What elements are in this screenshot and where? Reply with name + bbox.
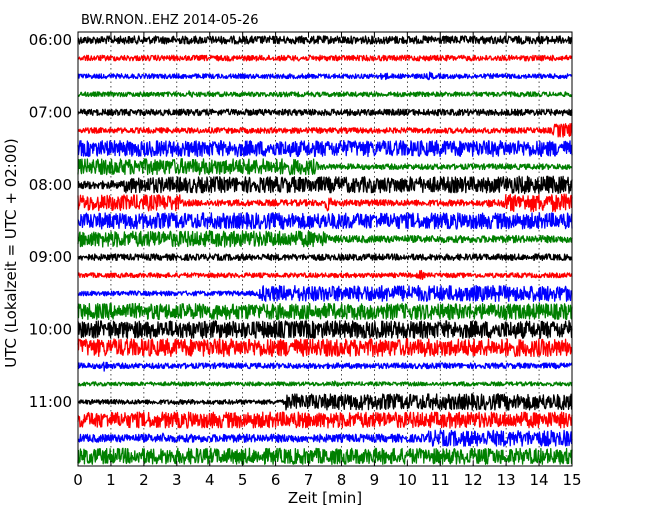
seismic-trace xyxy=(77,158,573,176)
x-tick-label: 5 xyxy=(238,471,248,489)
seismic-trace xyxy=(77,193,573,213)
x-axis-label: Zeit [min] xyxy=(288,489,362,507)
grid-layer xyxy=(110,32,540,466)
seismic-trace xyxy=(77,108,573,117)
y-tick-label: 07:00 xyxy=(29,103,72,121)
seismic-trace xyxy=(77,380,573,387)
y-axis-label: UTC (Lokalzeit = UTC + 02:00) xyxy=(2,138,20,368)
tick-layer: 0 1 2 3 4 5 6 7 8 9 10 11 12 13 14 1506:0007:0008:0009:… xyxy=(29,31,582,489)
seismic-trace xyxy=(77,429,573,447)
seismic-trace xyxy=(77,447,573,465)
seismic-trace xyxy=(77,393,573,411)
seismic-trace xyxy=(77,269,573,281)
seismic-trace xyxy=(77,253,573,262)
seismic-trace xyxy=(77,90,573,98)
seismic-trace xyxy=(77,411,573,429)
seismic-trace xyxy=(77,212,573,230)
y-tick-label: 09:00 xyxy=(29,248,72,266)
x-tick-label: 14 xyxy=(530,471,549,489)
seismic-trace xyxy=(77,302,573,321)
x-tick-label: 13 xyxy=(497,471,516,489)
seismic-trace xyxy=(77,35,573,45)
x-tick-label: 7 xyxy=(304,471,314,489)
y-tick-label: 10:00 xyxy=(29,321,72,339)
seismic-trace xyxy=(77,139,573,158)
x-tick-label: 12 xyxy=(464,471,483,489)
x-tick-label: 3 xyxy=(172,471,182,489)
x-tick-label: 2 xyxy=(139,471,149,489)
y-tick-label: 11:00 xyxy=(29,393,72,411)
plot-frame xyxy=(77,31,573,467)
y-tick-label: 08:00 xyxy=(29,176,72,194)
seismic-trace xyxy=(77,230,573,248)
x-tick-label: 1 xyxy=(106,471,116,489)
seismic-trace xyxy=(77,361,573,372)
x-tick-label: 8 xyxy=(337,471,347,489)
chart-title: BW.RNON..EHZ 2014-05-26 xyxy=(81,13,259,28)
seismic-trace xyxy=(77,54,573,62)
x-tick-label: 0 xyxy=(73,471,83,489)
seismic-trace xyxy=(77,320,573,339)
x-tick-label: 15 xyxy=(562,471,581,489)
seismic-trace xyxy=(77,175,573,195)
seismic-trace xyxy=(77,284,573,303)
y-tick-label: 06:00 xyxy=(29,31,72,49)
trace-layer xyxy=(77,35,573,465)
seismic-trace xyxy=(77,338,573,358)
x-tick-label: 11 xyxy=(431,471,450,489)
seismic-trace xyxy=(77,123,573,138)
x-tick-label: 10 xyxy=(398,471,417,489)
x-tick-label: 9 xyxy=(370,471,380,489)
x-tick-label: 4 xyxy=(205,471,215,489)
x-tick-label: 6 xyxy=(271,471,281,489)
seismic-trace xyxy=(77,71,573,81)
